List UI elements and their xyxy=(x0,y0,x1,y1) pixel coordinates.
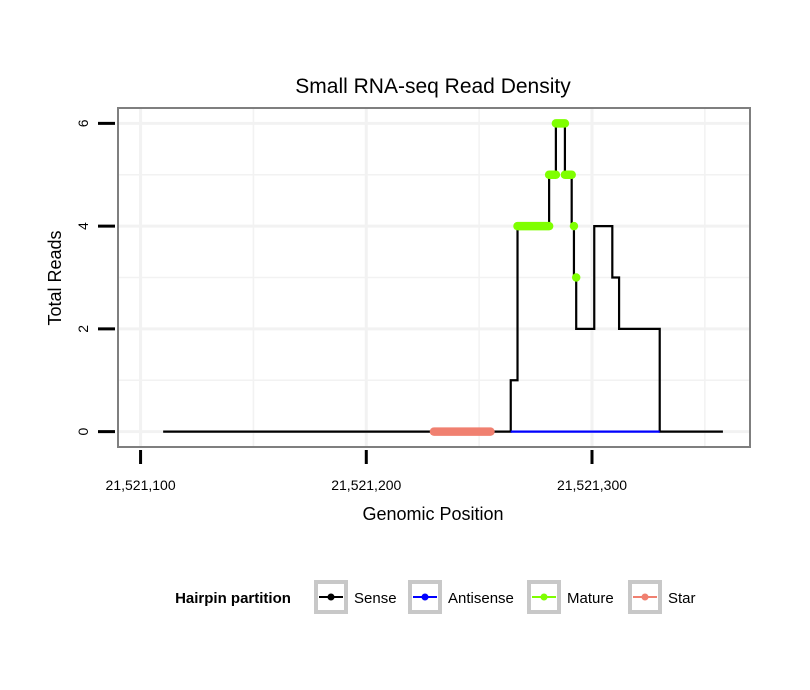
y-axis-label: Total Reads xyxy=(45,230,65,325)
legend-title: Hairpin partition xyxy=(175,590,291,607)
legend-key-dot xyxy=(327,593,335,601)
legend: Hairpin partition Sense Antisense Mature Sta… xyxy=(175,580,696,614)
x-tick-label: 21,521,300 xyxy=(557,477,627,493)
legend-key-dot xyxy=(421,593,429,601)
legend-label: Mature xyxy=(567,590,614,607)
legend-label: Star xyxy=(668,590,696,607)
x-tick-label: 21,521,200 xyxy=(331,477,401,493)
legend-label: Antisense xyxy=(448,590,514,607)
legend-entry-mature: Mature xyxy=(527,580,614,614)
legend-key-dot xyxy=(641,593,649,601)
chart-title: Small RNA-seq Read Density xyxy=(295,75,571,98)
legend-key-dot xyxy=(540,593,548,601)
y-tick-label: 2 xyxy=(75,325,91,333)
legend-entry-sense: Sense xyxy=(314,580,397,614)
y-tick-label: 6 xyxy=(75,119,91,127)
series-point-mature xyxy=(572,273,581,282)
x-tick-label: 21,521,100 xyxy=(106,477,176,493)
legend-entry-antisense: Antisense xyxy=(408,580,514,614)
data-series xyxy=(163,119,723,436)
legend-entry-star: Star xyxy=(628,580,696,614)
series-point-mature xyxy=(569,221,579,231)
legend-label: Sense xyxy=(354,590,397,607)
y-tick-label: 4 xyxy=(75,222,91,230)
y-tick-label: 0 xyxy=(75,427,91,435)
x-axis-label: Genomic Position xyxy=(362,504,503,524)
axes: 21,521,100 21,521,200 21,521,300 0 2 4 6 xyxy=(75,119,627,493)
